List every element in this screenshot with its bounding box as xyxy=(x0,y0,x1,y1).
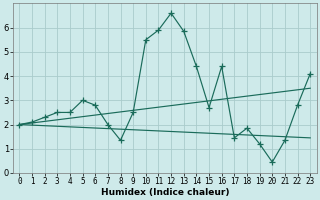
X-axis label: Humidex (Indice chaleur): Humidex (Indice chaleur) xyxy=(100,188,229,197)
